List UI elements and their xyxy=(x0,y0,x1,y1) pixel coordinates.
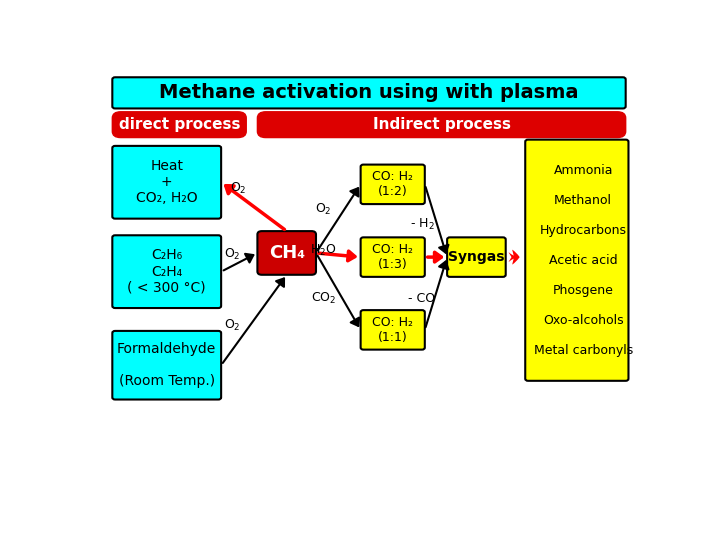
Text: Indirect process: Indirect process xyxy=(372,117,510,132)
Text: O$_2$: O$_2$ xyxy=(224,318,240,333)
Text: O$_2$: O$_2$ xyxy=(315,201,331,217)
FancyBboxPatch shape xyxy=(361,165,425,204)
Text: C₂H₆
C₂H₄
( < 300 °C): C₂H₆ C₂H₄ ( < 300 °C) xyxy=(127,248,206,295)
Text: CO: H₂
(1:2): CO: H₂ (1:2) xyxy=(372,170,413,198)
Text: Ammonia

Methanol

Hydrocarbons

Acetic acid

Phosgene

Oxo-alcohols

Metal carb: Ammonia Methanol Hydrocarbons Acetic aci… xyxy=(534,164,633,357)
Text: CO: H₂
(1:1): CO: H₂ (1:1) xyxy=(372,316,413,344)
Text: O$_2$: O$_2$ xyxy=(230,180,246,195)
Text: CO$_2$: CO$_2$ xyxy=(310,291,336,306)
FancyBboxPatch shape xyxy=(526,140,629,381)
Text: CO: H₂
(1:3): CO: H₂ (1:3) xyxy=(372,243,413,271)
Text: direct process: direct process xyxy=(119,117,240,132)
Text: O$_2$: O$_2$ xyxy=(224,247,240,262)
FancyBboxPatch shape xyxy=(258,231,316,275)
FancyBboxPatch shape xyxy=(447,238,505,277)
FancyBboxPatch shape xyxy=(361,310,425,349)
Text: - H$_2$: - H$_2$ xyxy=(410,217,434,232)
Text: Syngas: Syngas xyxy=(448,250,505,264)
Text: Methane activation using with plasma: Methane activation using with plasma xyxy=(159,83,579,103)
FancyBboxPatch shape xyxy=(112,235,221,308)
FancyBboxPatch shape xyxy=(112,112,246,138)
FancyBboxPatch shape xyxy=(361,238,425,277)
FancyBboxPatch shape xyxy=(112,146,221,219)
Text: H$_2$O: H$_2$O xyxy=(310,243,336,258)
FancyBboxPatch shape xyxy=(112,331,221,400)
Text: - CO: - CO xyxy=(408,292,436,305)
FancyBboxPatch shape xyxy=(112,77,626,109)
FancyBboxPatch shape xyxy=(258,112,626,138)
Text: Formaldehyde

(Room Temp.): Formaldehyde (Room Temp.) xyxy=(117,342,216,388)
Text: Heat
+
CO₂, H₂O: Heat + CO₂, H₂O xyxy=(136,159,197,205)
Text: CH₄: CH₄ xyxy=(269,244,305,262)
